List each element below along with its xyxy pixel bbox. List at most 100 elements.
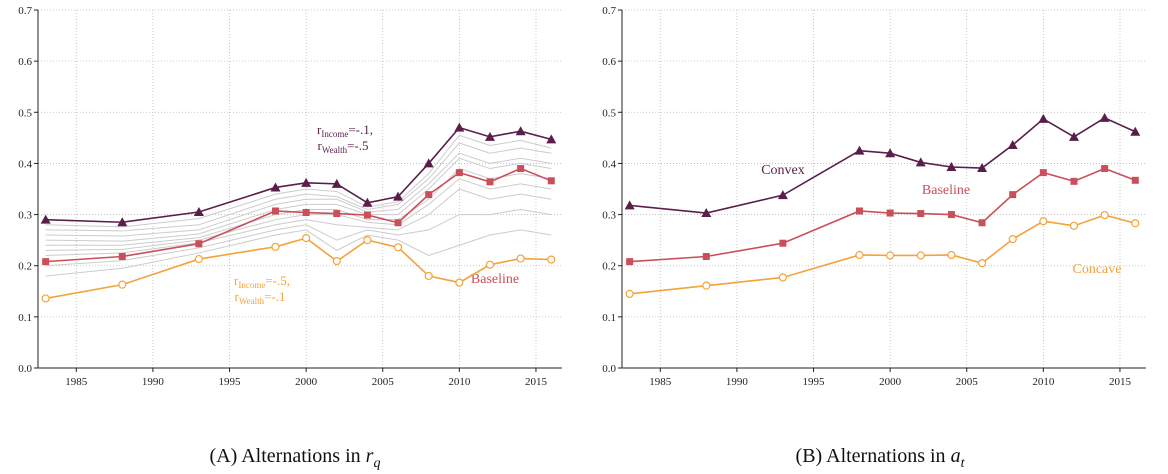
y-tick-label: 0.3 — [18, 210, 32, 222]
marker — [701, 208, 712, 218]
annotation-rest: =-.1 — [264, 289, 285, 304]
marker — [394, 219, 402, 227]
marker — [332, 257, 341, 266]
marker — [547, 255, 556, 264]
marker — [977, 259, 987, 268]
marker — [1009, 191, 1017, 199]
caption-label: (A) — [210, 445, 238, 467]
annotation-rest: =-.1, — [348, 122, 373, 137]
marker — [455, 169, 463, 177]
panel: 0.0 0.1 0.2 0.3 0.4 0.5 0.6 0.7 1985 1990 1995 2000… — [602, 5, 1146, 471]
marker — [333, 210, 341, 218]
x-tick-label: 2005 — [956, 376, 979, 388]
marker — [194, 254, 203, 264]
caption-symbol: a — [951, 445, 961, 467]
annotation: rIncome=-.1, — [317, 122, 373, 139]
annotation-base: r — [234, 289, 239, 304]
marker — [915, 157, 926, 167]
y-tick-label: 0.6 — [602, 56, 616, 68]
annotation-base: r — [317, 122, 322, 137]
y-tick-label: 0.1 — [602, 312, 616, 324]
annotation-rest: =-.5, — [265, 273, 290, 288]
line — [45, 142, 552, 232]
marker — [425, 191, 433, 199]
marker — [885, 148, 896, 158]
marker — [978, 219, 986, 227]
y-tick-label: 0.6 — [18, 56, 32, 68]
marker — [947, 250, 956, 260]
line — [45, 178, 552, 251]
marker — [886, 251, 895, 260]
marker — [118, 253, 126, 261]
marker — [484, 131, 495, 141]
marker — [270, 182, 281, 192]
y-tick-label: 0.3 — [602, 210, 616, 222]
x-tick-label: 2015 — [1109, 376, 1132, 388]
y-tick-label: 0.4 — [18, 158, 32, 170]
x-tick-label: 1995 — [219, 376, 242, 388]
marker — [916, 251, 925, 260]
marker — [1101, 165, 1109, 173]
line — [45, 126, 552, 224]
y-tick-label: 0.5 — [18, 107, 32, 119]
y-tick-label: 0.1 — [18, 312, 32, 324]
caption-label: (B) — [796, 445, 823, 467]
line — [45, 167, 552, 263]
marker — [193, 207, 204, 217]
marker — [1100, 210, 1109, 220]
marker — [271, 207, 279, 215]
marker — [1131, 219, 1140, 228]
panel: 0.0 0.1 0.2 0.3 0.4 0.5 0.6 0.7 1985 1990 1995 2000… — [18, 5, 562, 471]
marker — [517, 165, 525, 173]
marker — [362, 197, 373, 207]
annotation-sub: Wealth — [322, 145, 348, 155]
annotation-sub: Wealth — [239, 296, 265, 306]
marker — [423, 158, 434, 168]
marker — [486, 178, 494, 186]
caption: (B) Alternations in at — [796, 445, 966, 471]
marker — [302, 233, 311, 243]
x-tick-label: 1995 — [803, 376, 826, 388]
marker — [516, 254, 525, 263]
series-label: Baseline — [471, 272, 519, 287]
marker — [917, 210, 925, 218]
marker — [40, 214, 51, 224]
caption-symbol: r — [366, 445, 374, 467]
y-tick-label: 0.7 — [602, 5, 616, 17]
marker — [41, 294, 50, 303]
caption-text: Alternations in — [826, 445, 945, 467]
marker — [117, 217, 128, 227]
x-tick-label: 2010 — [1032, 376, 1055, 388]
line — [45, 157, 552, 242]
x-tick-label: 2005 — [372, 376, 395, 388]
annotation: rWealth=-.1 — [234, 289, 285, 306]
annotation-sub: Income — [238, 280, 265, 290]
y-tick-label: 0.4 — [602, 158, 616, 170]
marker — [547, 177, 555, 185]
y-tick-label: 0.0 — [602, 363, 616, 375]
marker — [946, 162, 957, 172]
marker — [1008, 235, 1017, 244]
marker — [702, 253, 710, 261]
marker — [1039, 217, 1048, 226]
marker — [977, 163, 988, 173]
marker — [626, 258, 634, 266]
marker — [947, 211, 955, 219]
annotation: rIncome=-.5, — [234, 273, 290, 290]
marker — [301, 177, 312, 187]
marker — [195, 240, 203, 248]
marker — [1068, 131, 1079, 141]
annotation-base: r — [317, 138, 322, 153]
marker — [855, 250, 864, 260]
y-tick-label: 0.5 — [602, 107, 616, 119]
marker — [855, 207, 863, 215]
x-tick-label: 1985 — [65, 376, 88, 388]
marker — [546, 134, 557, 144]
x-tick-label: 1990 — [726, 376, 749, 388]
marker — [1007, 140, 1018, 150]
marker — [779, 239, 787, 247]
marker — [118, 280, 127, 289]
marker — [625, 289, 634, 298]
line — [45, 208, 552, 267]
